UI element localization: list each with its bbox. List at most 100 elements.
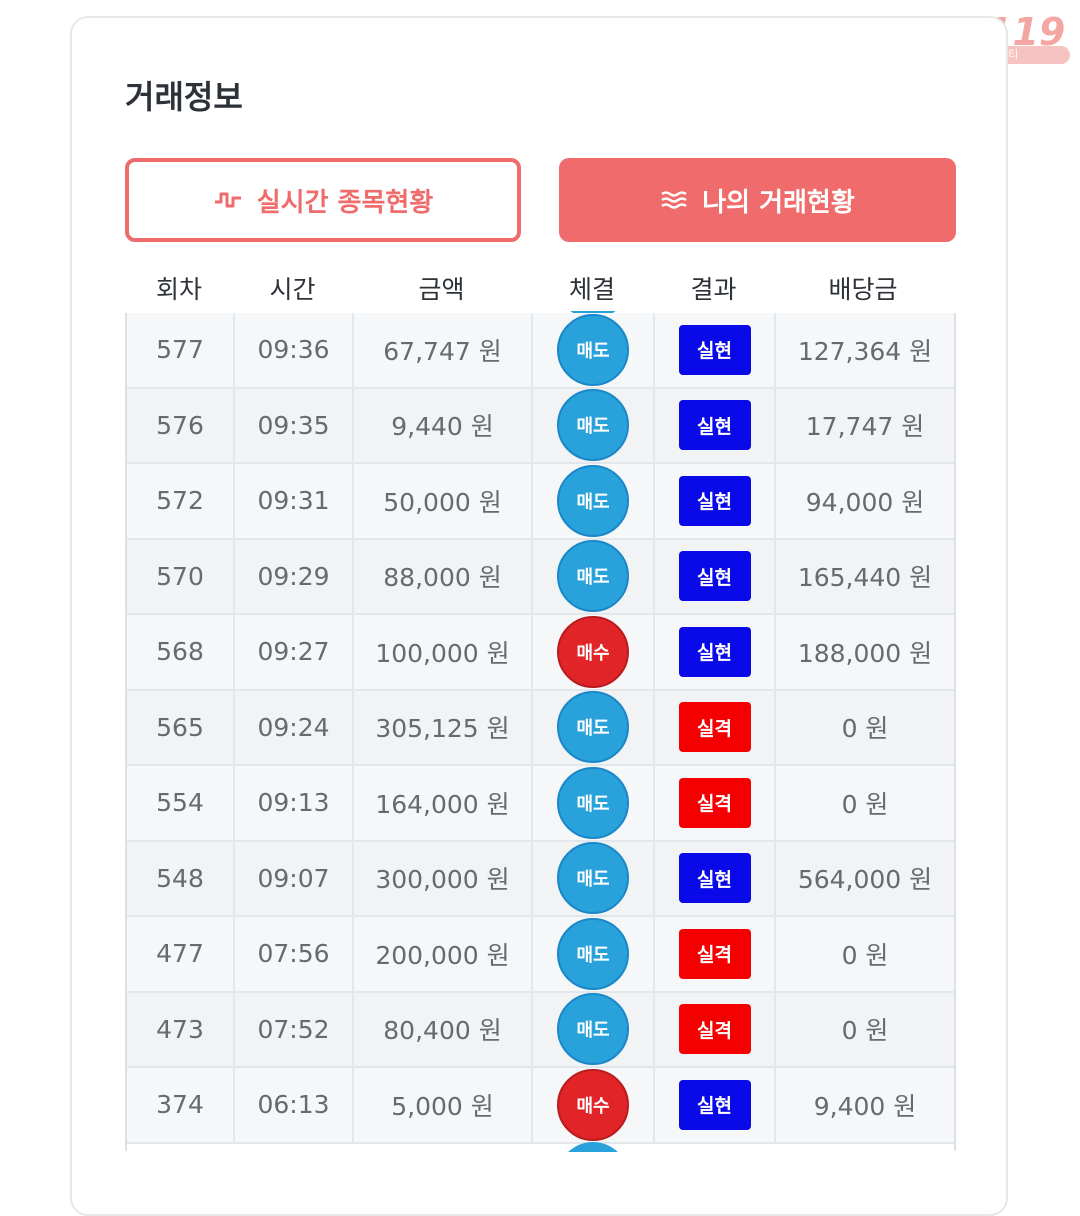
side-cell: 매도 [533,917,655,991]
result-cell: 실현 [655,313,776,387]
result-cell: 실격 [655,690,776,764]
header-amount: 금액 [418,275,465,304]
amount-cell: 305,125 원 [354,690,533,764]
side-cell: 매수 [533,615,655,689]
waves-icon [661,191,687,209]
result-cell: 실격 [655,766,776,840]
round-cell: 577 [127,313,235,387]
side-badge: 매수 [557,1068,629,1141]
result-cell: 실현 [655,841,776,915]
result-badge: 실격 [678,1004,751,1055]
result-cell: 실격 [655,992,776,1066]
result-cell: 실현 [655,388,776,462]
result-cell: 실현 [655,464,776,538]
table-row: 577 09:36 67,747 원 매도 실현 127,364 원 [127,313,954,389]
header-time: 시간 [269,275,316,304]
round-cell: 572 [127,464,235,538]
amount-cell: 50,000 원 [354,464,533,538]
side-badge: 매도 [557,313,629,386]
my-trades-label: 나의 거래현황 [702,187,855,218]
table-row: 576 09:35 9,440 원 매도 실현 17,747 원 [127,388,954,464]
round-cell: 554 [127,766,235,840]
header-payout: 배당금 [828,275,898,304]
time-cell: 09:31 [235,464,354,538]
side-cell: 매도 [533,464,655,538]
time-cell: 09:27 [235,615,354,689]
amount-cell: 88,000 원 [354,539,533,613]
round-cell: 473 [127,992,235,1066]
side-badge: 매도 [557,993,629,1066]
time-cell: 07:52 [235,992,354,1066]
side-badge: 매수 [557,615,629,688]
amount-cell: 9,440 원 [354,388,533,462]
round-cell: 570 [127,539,235,613]
result-cell: 실현 [655,1068,776,1142]
payout-cell: 0 원 [841,1016,889,1046]
side-badge: 매도 [557,464,629,537]
result-badge: 실현 [678,551,751,602]
result-badge: 실격 [678,777,751,828]
side-cell: 매수 [533,1068,655,1142]
time-cell: 06:13 [235,1068,354,1142]
side-badge: 매도 [557,389,629,462]
round-cell: 568 [127,615,235,689]
time-cell: 09:29 [235,539,354,613]
result-cell: 실현 [655,539,776,613]
time-cell: 09:35 [235,388,354,462]
payout-cell: 165,440 원 [797,563,933,593]
side-badge: 매도 [557,842,629,915]
header-round: 회차 [155,275,202,304]
result-badge: 실격 [678,928,751,979]
amount-cell: 67,747 원 [354,313,533,387]
time-cell: 09:07 [235,841,354,915]
amount-cell: 300,000 원 [354,841,533,915]
table-row: 570 09:29 88,000 원 매도 실현 165,440 원 [127,539,954,615]
result-cell: 실격 [655,917,776,991]
table-row: 548 09:07 300,000 원 매도 실현 564,000 원 [127,841,954,917]
table-row: 554 09:13 164,000 원 매도 실격 0 원 [127,766,954,842]
table-header: 회차 시간 금액 체결 결과 배당금 [125,270,955,312]
amount-cell: 100,000 원 [354,615,533,689]
time-cell: 09:24 [235,690,354,764]
payout-cell: 17,747 원 [805,412,925,442]
result-badge: 실현 [678,475,751,526]
result-badge: 실현 [678,324,751,375]
side-cell: 매도 [533,690,655,764]
time-cell: 09:13 [235,766,354,840]
amount-cell: 80,400 원 [354,992,533,1066]
table-row: 473 07:52 80,400 원 매도 실격 0 원 [127,992,954,1068]
side-badge: 매도 [557,766,629,839]
realtime-status-button[interactable]: 실시간 종목현황 [125,158,521,242]
pulse-icon [214,192,241,208]
result-cell: 실현 [655,615,776,689]
payout-cell: 9,400 원 [813,1091,917,1121]
payout-cell: 188,000 원 [797,638,933,668]
table-row: 568 09:27 100,000 원 매수 실현 188,000 원 [127,615,954,691]
side-cell: 매도 [533,388,655,462]
time-cell: 07:56 [235,917,354,991]
round-cell: 565 [127,690,235,764]
side-cell: 매도 [533,766,655,840]
side-badge: 매도 [557,691,629,764]
header-result: 결과 [690,275,737,304]
side-badge: 매도 [557,540,629,613]
amount-cell: 164,000 원 [354,766,533,840]
result-badge: 실격 [678,702,751,753]
side-cell: 매도 [533,992,655,1066]
table-row: 572 09:31 50,000 원 매도 실현 94,000 원 [127,464,954,540]
side-cell: 매도 [533,841,655,915]
page-title: 거래정보 [125,78,243,116]
my-trades-button[interactable]: 나의 거래현황 [559,158,956,242]
table-row: 565 09:24 305,125 원 매도 실격 0 원 [127,690,954,766]
round-cell: 477 [127,917,235,991]
result-badge: 실현 [678,853,751,904]
payout-cell: 564,000 원 [797,865,933,895]
payout-cell: 94,000 원 [805,487,925,517]
round-cell: 576 [127,388,235,462]
side-circle-peek-bottom [557,1142,629,1152]
side-cell: 매도 [533,539,655,613]
round-cell: 374 [127,1068,235,1142]
payout-cell: 0 원 [841,940,889,970]
realtime-status-label: 실시간 종목현황 [256,187,434,218]
result-badge: 실현 [678,400,751,451]
